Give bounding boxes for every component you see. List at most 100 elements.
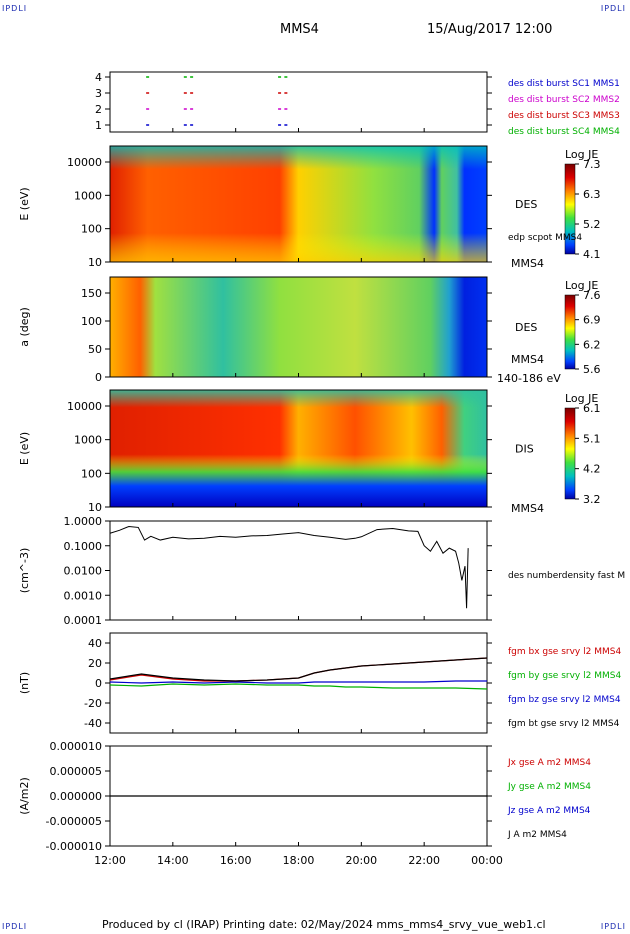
legend-entry: des dist burst SC2 MMS2 (508, 95, 620, 105)
bfield-line-bz (109, 680, 487, 684)
y-tick-label: 10 (88, 256, 102, 269)
spectrogram-band-des-energy (110, 146, 487, 262)
y-tick-label: 1000 (74, 189, 102, 202)
legend-entry: des dist burst SC3 MMS3 (508, 111, 620, 121)
x-tick-label: 22:00 (408, 854, 440, 867)
y-tick-label: 0.0001 (64, 614, 103, 627)
colorbar-tick-label: 5.2 (583, 218, 601, 231)
x-tick-label: 16:00 (220, 854, 252, 867)
y-tick-label: 2 (95, 103, 102, 116)
y-tick-label: 10000 (67, 400, 102, 413)
y-axis-label-6: (A/m2) (18, 777, 31, 815)
legend-entry: fgm bt gse srvy l2 MMS4 (508, 719, 620, 729)
bfield-line-bt (109, 657, 488, 682)
colorbar-tick-label: 3.2 (583, 493, 601, 506)
legend-entry: fgm by gse srvy l2 MMS4 (508, 671, 621, 681)
y-tick-label: 0.000005 (50, 765, 103, 778)
corner-label-br: IPDLI (600, 922, 626, 931)
y-tick-label: 1.0000 (64, 515, 103, 528)
y-tick-label: 100 (81, 315, 102, 328)
y-tick-label: 0.0100 (64, 565, 103, 578)
overlay-label: edp scpot MMS4 (508, 233, 582, 243)
y-tick-label: 0 (95, 677, 102, 690)
y-axis-label-3: E (eV) (18, 432, 31, 465)
corner-label-tl: IPDLI (2, 4, 28, 13)
y-tick-label: 0.000000 (50, 790, 103, 803)
legend-entry: des dist burst SC4 MMS4 (508, 127, 620, 137)
y-tick-label: 0.0010 (64, 589, 103, 602)
y-tick-label: 0.1000 (64, 540, 103, 553)
y-axis-label-4: (cm^-3) (18, 548, 31, 594)
corner-label-bl: IPDLI (2, 922, 28, 931)
y-tick-label: 20 (88, 657, 102, 670)
y-axis-label-1: E (eV) (18, 187, 31, 220)
instrument-label: DIS (515, 443, 534, 456)
bottom-label: MMS4 (511, 257, 544, 270)
y-tick-label: 10000 (67, 156, 102, 169)
datetime-title: 15/Aug/2017 12:00 (427, 22, 553, 37)
y-tick-label: 0 (95, 371, 102, 384)
colorbar-tick-label: 7.3 (583, 158, 601, 171)
y-axis-label-5: (nT) (18, 672, 31, 694)
density-line (109, 525, 469, 609)
legend-entry: Jy gse A m2 MMS4 (507, 782, 591, 792)
y-tick-label: 1 (95, 119, 102, 132)
colorbar-tick-label: 5.6 (583, 363, 601, 376)
colorbar-tick-label: 6.1 (583, 402, 601, 415)
colorbar-tick-label: 6.3 (583, 188, 601, 201)
legend-entry: J A m2 MMS4 (507, 830, 567, 840)
y-tick-label: 100 (81, 467, 102, 480)
legend-entry: des dist burst SC1 MMS1 (508, 79, 620, 89)
colorbar-tick-label: 5.1 (583, 432, 601, 445)
colorbar-title: Log JE (565, 148, 598, 161)
mid-label: MMS4 (511, 353, 544, 366)
legend-entry: fgm bx gse srvy l2 MMS4 (508, 647, 621, 657)
footer-text: Produced by cl (IRAP) Printing date: 02/… (102, 918, 546, 931)
legend-entry: Jx gse A m2 MMS4 (507, 758, 591, 768)
y-tick-label: 10 (88, 501, 102, 514)
y-tick-label: -20 (84, 697, 102, 710)
legend-entry: fgm bz gse srvy l2 MMS4 (508, 695, 621, 705)
y-tick-label: 1000 (74, 434, 102, 447)
bottom-label: MMS4 (511, 502, 544, 515)
x-tick-label: 00:00 (471, 854, 503, 867)
spectrogram-des-pitch (110, 277, 487, 377)
colorbar-tick-label: 6.9 (583, 314, 601, 327)
y-tick-label: 40 (88, 637, 102, 650)
spectrogram-band-dis-energy (110, 390, 487, 507)
y-axis-label-2: a (deg) (18, 307, 31, 347)
bfield-line-by (109, 683, 488, 690)
y-tick-label: -40 (84, 717, 102, 730)
legend-entry: des numberdensity fast M (508, 571, 625, 581)
colorbar-2 (564, 294, 576, 370)
x-tick-label: 12:00 (94, 854, 126, 867)
colorbar-title: Log JE (565, 279, 598, 292)
colorbar-3 (564, 407, 576, 500)
corner-label-tr: IPDLI (600, 4, 626, 13)
x-tick-label: 20:00 (345, 854, 377, 867)
y-tick-label: -0.000010 (46, 840, 102, 853)
instrument-label: DES (515, 321, 537, 334)
y-tick-label: 0.000010 (50, 740, 103, 753)
y-tick-label: 3 (95, 87, 102, 100)
colorbar-title: Log JE (565, 392, 598, 405)
colorbar-tick-label: 6.2 (583, 338, 601, 351)
y-tick-label: 150 (81, 287, 102, 300)
instrument-label: DES (515, 198, 537, 211)
colorbar-tick-label: 4.2 (583, 463, 601, 476)
bottom-label: 140-186 eV (497, 372, 561, 385)
x-tick-label: 14:00 (157, 854, 189, 867)
x-tick-label: 18:00 (283, 854, 315, 867)
colorbar-tick-label: 4.1 (583, 248, 601, 261)
spacecraft-title: MMS4 (280, 22, 319, 37)
y-tick-label: -0.000005 (46, 815, 102, 828)
panel-frame-0 (109, 71, 488, 133)
colorbar-tick-label: 7.6 (583, 289, 601, 302)
y-tick-label: 4 (95, 71, 102, 84)
panel-frame-4 (109, 520, 488, 621)
y-tick-label: 100 (81, 223, 102, 236)
colorbar-1 (564, 163, 576, 255)
y-tick-label: 50 (88, 343, 102, 356)
legend-entry: Jz gse A m2 MMS4 (507, 806, 591, 816)
